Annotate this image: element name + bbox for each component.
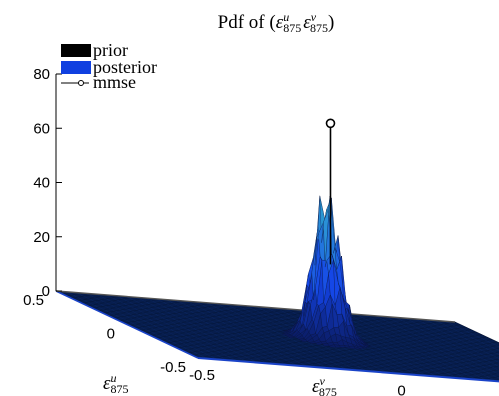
axes-layer bbox=[55, 73, 499, 383]
base-mesh-line bbox=[194, 356, 499, 381]
base-mesh-line bbox=[144, 332, 499, 361]
back-edge-line bbox=[55, 290, 456, 323]
mmse-marker-layer bbox=[325, 118, 336, 265]
surface-facet bbox=[356, 345, 364, 350]
base-mesh-line bbox=[335, 312, 478, 380]
chart-title: Pdf of (εu 875 εv 875) bbox=[218, 10, 335, 35]
left-edge-line bbox=[55, 290, 199, 359]
base-mesh-line bbox=[425, 319, 499, 355]
z-tick-label: 40 bbox=[33, 175, 50, 192]
legend-prior-swatch bbox=[61, 44, 91, 57]
y-tick-label: 0 bbox=[397, 383, 405, 396]
posterior-surface bbox=[281, 195, 372, 350]
y-axis-label: εv 875 bbox=[312, 374, 337, 396]
base-mesh-line bbox=[183, 351, 499, 376]
base-mesh-line bbox=[162, 341, 499, 368]
base-mesh-line bbox=[434, 320, 499, 351]
x-tick-label: 0.5 bbox=[23, 292, 44, 309]
base-mesh-line bbox=[395, 317, 499, 367]
base-mesh-line bbox=[187, 352, 499, 378]
z-tick-label: 80 bbox=[33, 66, 50, 83]
legend-mmse-marker bbox=[78, 80, 84, 86]
base-mesh-line bbox=[375, 315, 499, 375]
base-mesh-line bbox=[355, 314, 498, 382]
legend-posterior-swatch bbox=[61, 61, 91, 74]
base-mesh-line bbox=[190, 354, 499, 379]
base-mesh-line bbox=[169, 344, 499, 371]
base-mesh-line bbox=[444, 321, 499, 347]
surface-facet bbox=[364, 343, 372, 348]
base-mesh-line bbox=[365, 314, 499, 379]
x-axis-label: εu 875 bbox=[103, 371, 129, 396]
base-mesh-line bbox=[176, 347, 499, 374]
base-mesh-line bbox=[158, 339, 499, 367]
base-mesh-line bbox=[148, 334, 499, 362]
legend-prior-label: prior bbox=[93, 40, 128, 60]
y-tick-label: -0.5 bbox=[189, 367, 215, 384]
base-mesh-line bbox=[405, 317, 499, 363]
base-mesh-line bbox=[415, 318, 499, 359]
legend-posterior-label: posterior bbox=[93, 57, 157, 77]
z-tick-label: 0 bbox=[42, 283, 50, 300]
base-mesh-line bbox=[155, 337, 499, 365]
base-mesh-line bbox=[385, 316, 499, 371]
z-tick-label: 20 bbox=[33, 229, 50, 246]
legend: prior posterior mmse bbox=[61, 40, 157, 92]
z-tick-label: 60 bbox=[33, 120, 50, 137]
surface-facet bbox=[360, 345, 367, 349]
x-tick-label: 0 bbox=[107, 326, 115, 343]
mmse-marker bbox=[325, 118, 336, 129]
surface-facet bbox=[353, 345, 361, 350]
base-mesh-line bbox=[180, 349, 499, 375]
base-mesh-line bbox=[345, 313, 488, 381]
legend-mmse-label: mmse bbox=[93, 72, 136, 92]
base-mesh-line bbox=[454, 321, 499, 343]
x-tick-label: -0.5 bbox=[160, 359, 186, 376]
base-mesh-line bbox=[173, 346, 499, 372]
front-edge-line bbox=[197, 357, 499, 383]
surface-facet bbox=[363, 344, 370, 349]
base-mesh-line bbox=[151, 336, 499, 364]
